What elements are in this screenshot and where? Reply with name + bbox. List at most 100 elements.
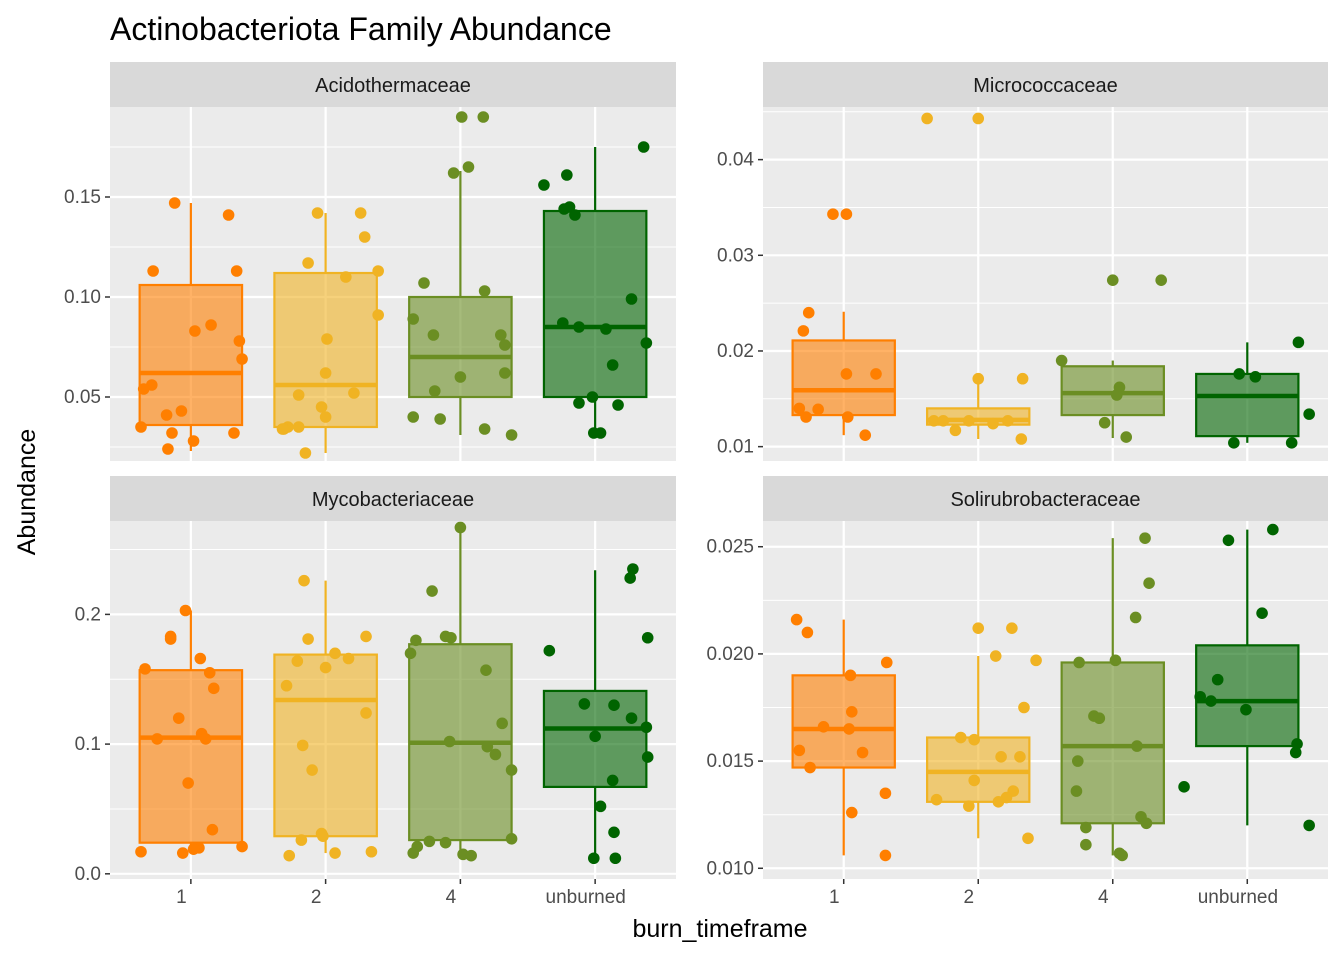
data-point — [427, 329, 440, 341]
y-tick-label: 0.015 — [706, 751, 754, 772]
strip-background — [763, 476, 1328, 521]
data-point — [1022, 832, 1034, 845]
data-point — [164, 633, 177, 645]
data-point — [538, 179, 550, 191]
data-point — [963, 800, 975, 812]
data-point — [557, 317, 569, 329]
data-point — [1303, 819, 1315, 832]
data-point — [928, 415, 940, 427]
data-point — [306, 764, 318, 776]
data-point — [586, 391, 599, 403]
y-tick-label: 0.1 — [75, 734, 101, 755]
data-point — [972, 112, 985, 125]
data-point — [954, 731, 967, 744]
data-point — [1070, 785, 1083, 797]
data-point — [879, 849, 892, 862]
data-point — [589, 730, 601, 743]
data-point — [360, 707, 372, 719]
data-point — [793, 744, 806, 757]
data-point — [172, 712, 185, 724]
data-point — [354, 207, 367, 219]
data-point — [203, 666, 216, 679]
data-point — [292, 421, 305, 433]
data-point — [489, 748, 502, 761]
data-point — [1267, 523, 1279, 536]
data-point — [426, 585, 438, 597]
data-point — [856, 746, 869, 759]
data-point — [624, 572, 636, 584]
data-point — [972, 622, 985, 634]
data-point — [276, 423, 289, 435]
data-point — [372, 309, 384, 321]
data-point — [151, 733, 163, 745]
data-point — [1140, 817, 1153, 830]
data-point — [870, 368, 882, 380]
data-point — [612, 399, 624, 411]
data-point — [930, 793, 943, 806]
data-point — [189, 325, 201, 337]
data-point — [342, 652, 355, 665]
data-point — [937, 415, 950, 427]
data-point — [1194, 690, 1207, 703]
data-point — [187, 435, 200, 447]
data-point — [454, 521, 467, 534]
data-point — [434, 413, 446, 425]
data-point — [299, 447, 312, 459]
data-point — [995, 751, 1007, 763]
data-point — [1256, 607, 1268, 619]
data-point — [968, 733, 981, 746]
data-point — [800, 411, 812, 423]
data-point — [569, 209, 581, 221]
data-point — [495, 329, 507, 341]
data-point — [319, 661, 332, 674]
x-tick-label: 1 — [176, 887, 187, 908]
data-point — [879, 787, 892, 800]
box-body — [542, 689, 648, 789]
data-point — [1233, 368, 1246, 380]
strip-label: Mycobacteriaceae — [312, 489, 474, 511]
x-tick-label: 2 — [311, 887, 322, 908]
panel-mycobacteriaceae: Mycobacteriaceae 0.0 0.1 0.2 1 2 4 unburned — [75, 476, 676, 908]
data-point — [365, 845, 378, 858]
data-point — [1289, 746, 1302, 759]
data-point — [812, 403, 824, 416]
strip-background — [763, 62, 1328, 107]
data-point — [407, 847, 420, 859]
data-point — [578, 698, 591, 710]
data-point — [187, 843, 200, 855]
box-4 — [1060, 360, 1165, 439]
data-point — [641, 751, 654, 763]
data-point — [340, 271, 352, 283]
data-point — [845, 806, 858, 819]
data-point — [1055, 354, 1068, 367]
data-point — [963, 415, 975, 427]
strip-label: Acidothermaceae — [315, 75, 471, 97]
box-1 — [138, 203, 244, 451]
data-point — [296, 739, 309, 752]
y-tick-label: 0.025 — [706, 537, 754, 558]
panel-acidothermaceae: Acidothermaceae 0.05 0.10 0.15 — [64, 62, 676, 461]
data-point — [1178, 781, 1190, 793]
data-point — [1222, 534, 1235, 547]
data-point — [845, 705, 858, 718]
data-point — [302, 633, 314, 645]
data-point — [573, 321, 585, 333]
data-point — [637, 141, 650, 153]
data-point — [793, 402, 806, 415]
strip-label: Solirubrobacteraceae — [950, 489, 1140, 511]
data-point — [166, 427, 178, 439]
data-point — [594, 427, 607, 439]
data-point — [1016, 372, 1029, 385]
y-tick-label: 0.15 — [64, 187, 101, 208]
data-point — [587, 852, 600, 865]
panels: Acidothermaceae 0.05 0.10 0.15 Micrococcacea… — [64, 62, 1328, 908]
data-point — [194, 652, 207, 665]
strip-background — [110, 62, 676, 107]
data-point — [404, 647, 417, 660]
data-point — [801, 626, 814, 639]
data-point — [640, 721, 653, 734]
data-point — [1116, 849, 1128, 862]
y-tick-label: 0.10 — [64, 287, 101, 308]
data-point — [139, 663, 151, 675]
y-tick-label: 0.02 — [717, 341, 754, 362]
